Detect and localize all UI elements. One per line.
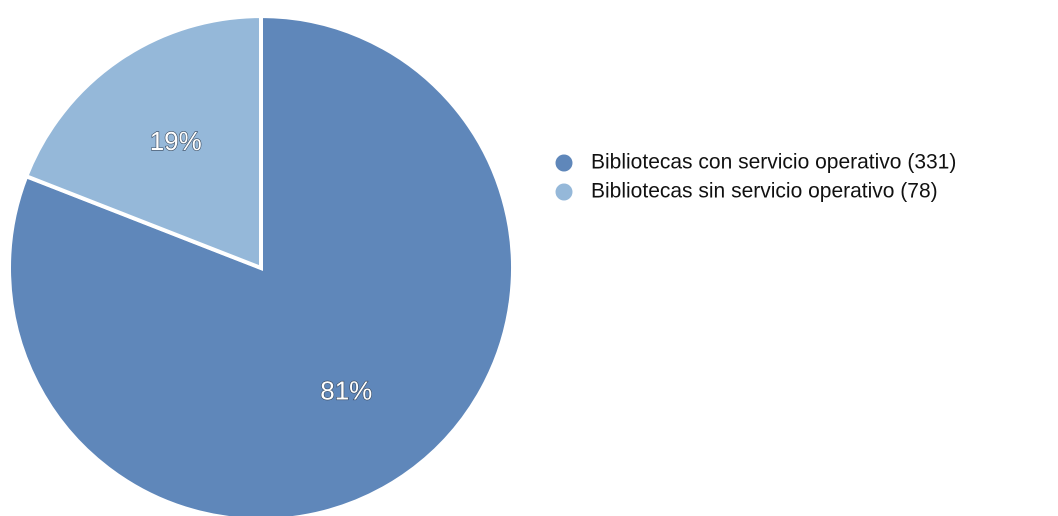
slice-label-0: 81% [320,376,372,406]
legend-label-1: Bibliotecas sin servicio operativo (78) [591,180,938,203]
pie-slice-1 [23,13,263,271]
legend-marker-1 [555,183,573,201]
legend-marker-0 [555,154,573,172]
legend: Bibliotecas con servicio operativo (331)… [555,151,956,203]
legend-label-0: Bibliotecas con servicio operativo (331) [591,151,956,174]
slice-label-1: 19% [150,126,202,156]
pie-plot-area: 81% 19% [7,13,515,516]
